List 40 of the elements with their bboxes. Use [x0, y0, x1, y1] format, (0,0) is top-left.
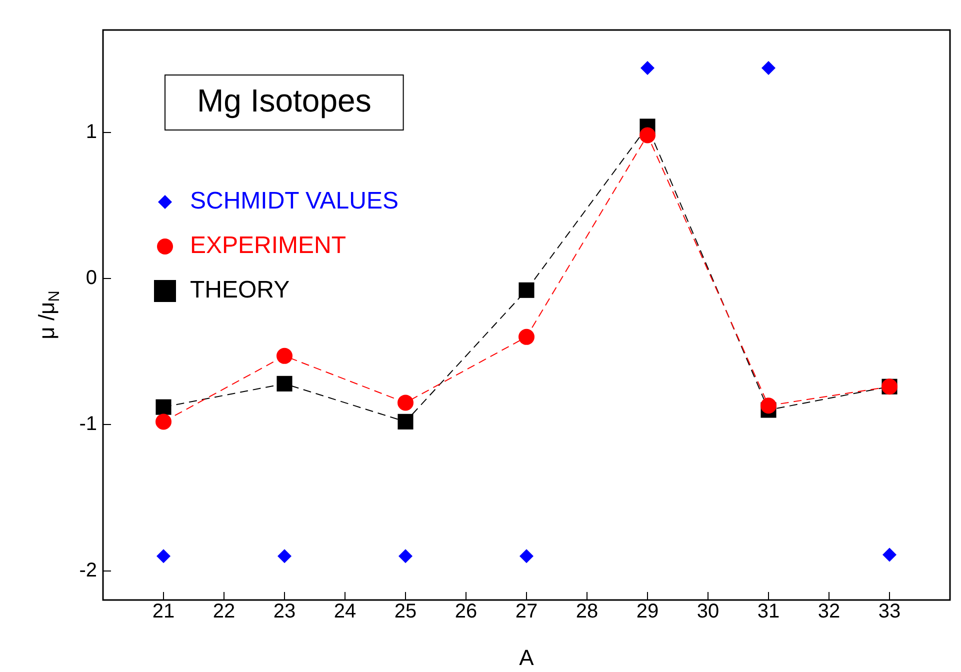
x-tick-label: 25: [394, 600, 417, 623]
point: [398, 549, 412, 564]
x-tick-label: 32: [818, 600, 840, 623]
legend-label: SCHMIDT VALUES: [190, 188, 398, 215]
x-tick-label: 30: [696, 600, 720, 623]
y-tick-label: -1: [79, 413, 97, 436]
x-tick-label: 26: [454, 600, 478, 623]
x-tick-label: 29: [636, 600, 659, 623]
point: [882, 548, 896, 562]
point: [156, 549, 170, 564]
point: [156, 414, 172, 430]
point: [640, 127, 656, 144]
y-tick-label: 1: [86, 120, 97, 143]
x-tick-label: 21: [152, 600, 175, 623]
x-tick-label: 28: [576, 600, 598, 623]
legend-label: EXPERIMENT: [190, 232, 346, 260]
text: Mg Isotopes: [197, 82, 372, 118]
x-tick-label: 31: [757, 600, 780, 623]
point: [518, 328, 534, 345]
y-tick-label: -2: [79, 559, 97, 582]
point: [760, 398, 776, 414]
y-axis-title: μ /μN: [34, 290, 63, 340]
x-axis-title: A: [519, 644, 534, 670]
point: [520, 549, 534, 564]
point: [398, 414, 414, 430]
x-tick-label: 22: [212, 600, 236, 623]
legend-label: THEORY: [190, 276, 290, 304]
point: [640, 61, 654, 75]
point: [156, 399, 172, 415]
point: [278, 549, 292, 564]
point: [276, 348, 292, 364]
x-tick-label: 27: [515, 600, 538, 623]
point: [762, 61, 776, 75]
x-tick-label: 24: [334, 600, 356, 623]
x-tick-label: 33: [878, 600, 901, 623]
x-tick-label: 23: [273, 600, 296, 623]
point: [276, 376, 292, 392]
point: [518, 282, 534, 298]
point: [398, 394, 414, 411]
y-tick-label: 0: [86, 266, 97, 289]
